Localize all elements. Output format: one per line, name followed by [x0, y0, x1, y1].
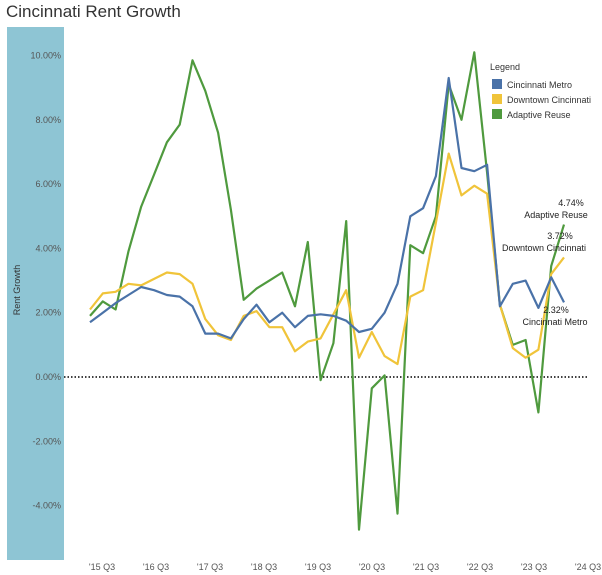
- x-tick-label: '19 Q3: [305, 562, 331, 572]
- y-tick-label: 6.00%: [35, 179, 61, 189]
- series-line-adaptive-reuse: [89, 51, 566, 531]
- x-tick-label: '20 Q3: [359, 562, 385, 572]
- x-tick-label: '15 Q3: [89, 562, 115, 572]
- x-tick-label: '21 Q3: [413, 562, 439, 572]
- x-tick-label: '16 Q3: [143, 562, 169, 572]
- annotation-name: Adaptive Reuse: [524, 210, 588, 220]
- y-tick-label: 4.00%: [35, 243, 61, 253]
- legend-swatch: [492, 79, 502, 89]
- y-axis-label: Rent Growth: [12, 265, 22, 316]
- legend-label: Adaptive Reuse: [507, 110, 571, 120]
- annotation-value: 3.72%: [547, 231, 573, 241]
- legend-swatch: [492, 94, 502, 104]
- series-line-downtown-cincinnati: [89, 152, 565, 366]
- y-tick-label: -2.00%: [32, 436, 61, 446]
- annotation-value: 2.32%: [543, 305, 569, 315]
- legend-swatch: [492, 109, 502, 119]
- x-tick-label: '23 Q3: [521, 562, 547, 572]
- y-tick-label: 0.00%: [35, 372, 61, 382]
- annotation-value: 4.74%: [558, 198, 584, 208]
- axis-band: [7, 27, 64, 560]
- y-tick-label: 2.00%: [35, 308, 61, 318]
- chart-title: Cincinnati Rent Growth: [6, 2, 181, 21]
- series-line-cincinnati-metro: [89, 76, 565, 340]
- x-tick-label: '17 Q3: [197, 562, 223, 572]
- legend-title: Legend: [490, 62, 520, 72]
- annotation-name: Downtown Cincinnati: [502, 243, 586, 253]
- x-tick-label: '24 Q3: [575, 562, 601, 572]
- annotation-name: Cincinnati Metro: [522, 317, 587, 327]
- legend-label: Cincinnati Metro: [507, 80, 572, 90]
- y-tick-label: -4.00%: [32, 501, 61, 511]
- legend-label: Downtown Cincinnati: [507, 95, 591, 105]
- x-tick-label: '22 Q3: [467, 562, 493, 572]
- y-tick-label: 8.00%: [35, 115, 61, 125]
- y-tick-label: 10.00%: [30, 51, 61, 61]
- x-tick-label: '18 Q3: [251, 562, 277, 572]
